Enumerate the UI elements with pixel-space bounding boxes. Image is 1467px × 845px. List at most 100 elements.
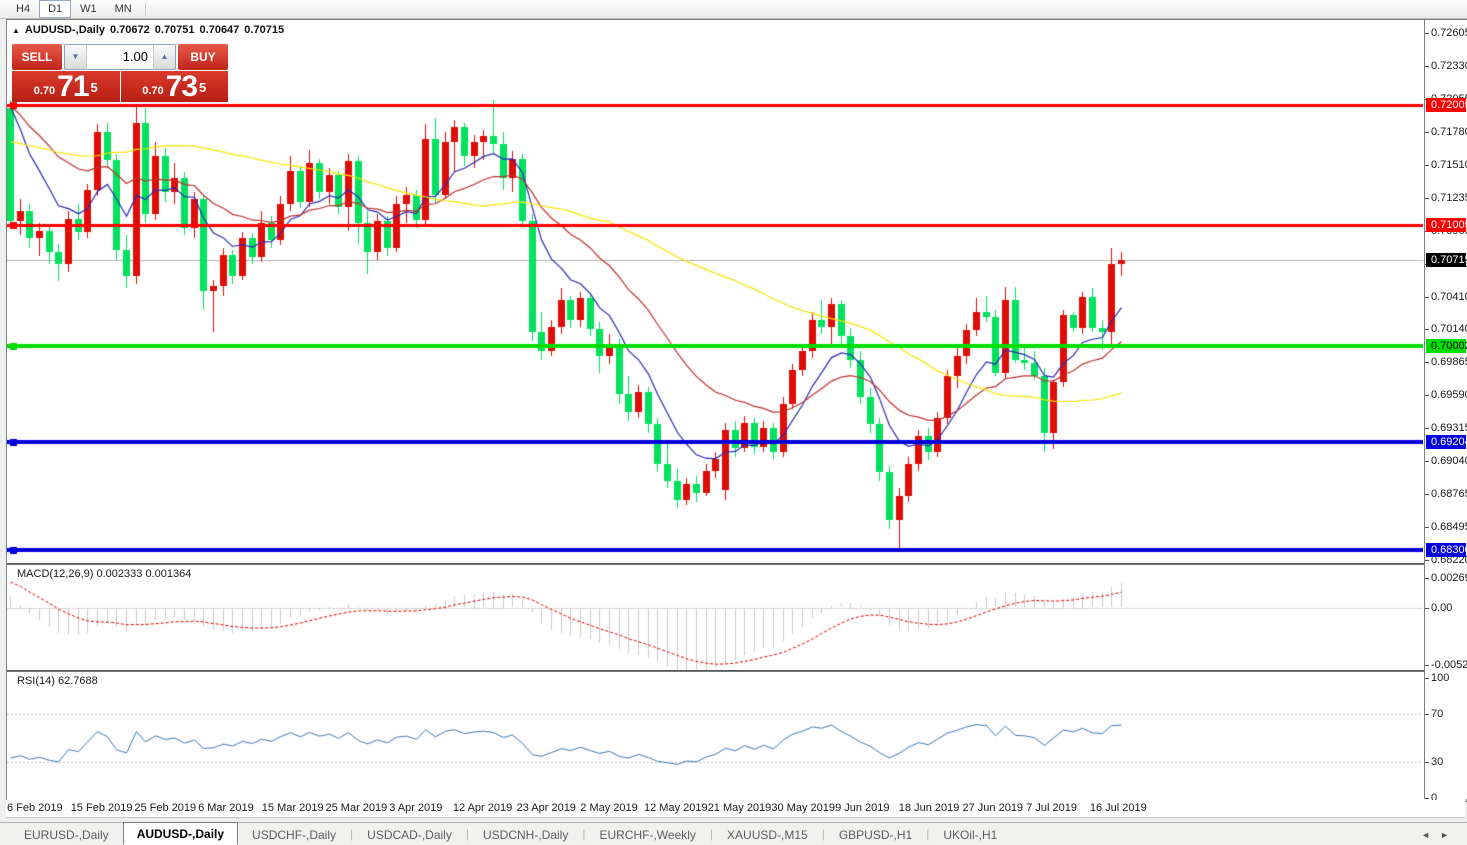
scale-tick: 0.71780 [1425, 126, 1467, 138]
sell-price-prefix: 0.70 [33, 85, 56, 97]
price-scale[interactable]: 0.726050.723300.720550.717800.715100.712… [1424, 20, 1467, 804]
scale-tick: 0.72330 [1425, 60, 1467, 72]
timeframe-toolbar: H4 D1 W1 MN [0, 0, 1467, 19]
time-axis-label: 27 Jun 2019 [962, 802, 1024, 814]
chart-tab-usdchf-daily[interactable]: USDCHF-,Daily [252, 828, 337, 842]
sell-price-display[interactable]: 0.70 71 5 [12, 71, 120, 102]
chart-tab-eurchf-weekly[interactable]: EURCHF-,Weekly [599, 828, 696, 842]
time-axis-label: 25 Feb 2019 [134, 802, 197, 814]
tab-divider: | [350, 827, 354, 841]
timeframe-button-h4[interactable]: H4 [16, 3, 31, 15]
chart-tab-usdcnh-daily[interactable]: USDCNH-,Daily [482, 828, 569, 842]
hline-price-badge: 0.68300 [1426, 543, 1467, 558]
scale-tick: 0.69315 [1425, 422, 1467, 434]
time-axis[interactable]: 6 Feb 2019 15 Feb 2019 25 Feb 2019 6 Mar 20… [6, 800, 1465, 818]
time-axis-label: 25 Mar 2019 [325, 802, 388, 814]
scale-tick: 100 [1425, 672, 1449, 684]
scale-tick: 0.70410 [1425, 291, 1467, 303]
scale-tick: 0 [1425, 792, 1437, 804]
scale-tick: 0.71235 [1425, 192, 1467, 204]
volume-field[interactable]: 1.00 [122, 49, 148, 64]
readout-symbol: AUDUSD-,Daily [24, 24, 105, 36]
tab-scroll-left-icon[interactable]: ◄ [1421, 830, 1441, 840]
time-axis-label: 30 May 2019 [771, 802, 835, 814]
tab-divider: | [821, 827, 825, 841]
macd-panel-canvas[interactable] [7, 565, 1423, 670]
readout-open: 0.70672 [110, 24, 150, 36]
time-axis-label: 6 Mar 2019 [198, 802, 254, 814]
hline-price-badge: 0.71005 [1426, 218, 1467, 233]
chart-tab-gbpusd-h1[interactable]: GBPUSD-,H1 [838, 828, 913, 842]
buy-price-prefix: 0.70 [142, 85, 164, 97]
time-axis-label: 7 Jul 2019 [1026, 802, 1077, 814]
rsi-label: RSI(14) 62.7688 [17, 675, 98, 687]
time-axis-label: 18 Jun 2019 [898, 802, 960, 814]
chart-tab-xauusd-m15[interactable]: XAUUSD-,M15 [727, 828, 808, 842]
sell-price-pip: 5 [90, 80, 98, 95]
scale-tick: 0.68765 [1425, 488, 1467, 500]
rsi-value: 62.7688 [57, 675, 98, 687]
chart-tab-audusd-daily[interactable]: AUDUSD-,Daily [122, 822, 239, 845]
tab-divider: | [926, 827, 930, 841]
buy-button[interactable]: BUY [178, 44, 228, 70]
macd-signal-value: 0.001364 [145, 568, 192, 580]
scale-tick: 0.00 [1425, 602, 1452, 614]
time-axis-label: 12 May 2019 [644, 802, 708, 814]
hline-price-badge: 0.70002 [1426, 338, 1467, 353]
tab-divider: | [465, 827, 469, 841]
time-axis-label: 3 Apr 2019 [389, 802, 443, 814]
tab-scroll-arrows[interactable]: ◄► [1421, 830, 1459, 840]
current-price-badge: 0.70715 [1426, 253, 1467, 268]
chart-tab-bar: EURUSD-,Daily AUDUSD-,Daily USDCHF-,Daily |… [0, 822, 1467, 845]
sell-price-big: 71 [57, 70, 89, 103]
chart-tab-usdcad-daily[interactable]: USDCAD-,Daily [367, 828, 452, 842]
scale-tick: -0.005242 [1425, 659, 1467, 671]
buy-price-pip: 5 [199, 80, 207, 95]
scale-tick: 0.69865 [1425, 356, 1467, 368]
tab-scroll-right-icon[interactable]: ► [1440, 830, 1459, 840]
readout-close: 0.70715 [244, 24, 285, 36]
chart-window: ▲ AUDUSD-,Daily 0.70672 0.70751 0.70647 … [6, 19, 1467, 804]
main-chart-canvas[interactable] [7, 20, 1423, 563]
scale-tick: 30 [1425, 756, 1443, 768]
volume-stepper: ▼ 1.00 ▲ [64, 44, 176, 70]
buy-price-big: 73 [165, 70, 198, 103]
volume-decrease-icon[interactable]: ▼ [65, 45, 87, 69]
scale-tick: 0.002694 [1425, 572, 1467, 584]
tab-divider: | [709, 827, 714, 841]
rsi-panel-canvas[interactable] [7, 672, 1423, 799]
buy-price-display[interactable]: 0.70 73 5 [120, 70, 228, 103]
hline-price-badge: 0.69204 [1426, 434, 1467, 449]
panel-splitter[interactable] [7, 670, 1466, 672]
time-axis-label: 9 Jun 2019 [835, 802, 890, 814]
time-axis-label: 16 Jul 2019 [1089, 802, 1147, 814]
time-axis-label: 21 May 2019 [707, 802, 772, 814]
tab-divider: | [582, 827, 586, 841]
macd-label: MACD(12,26,9) 0.002333 0.001364 [17, 568, 192, 580]
chart-tab-eurusd-daily[interactable]: EURUSD-,Daily [24, 828, 109, 842]
chart-collapse-icon[interactable]: ▲ [12, 25, 20, 35]
scale-tick: 0.71510 [1425, 159, 1467, 171]
scale-tick: 0.68495 [1425, 521, 1467, 533]
time-axis-label: 2 May 2019 [580, 802, 638, 814]
scale-tick: 0.72605 [1425, 27, 1467, 39]
symbol-ohlc-readout: ▲ AUDUSD-,Daily 0.70672 0.70751 0.70647 … [12, 24, 284, 36]
time-axis-label: 6 Feb 2019 [7, 802, 63, 814]
chart-tab-ukoil-h1[interactable]: UKOil-,H1 [943, 828, 998, 842]
scale-tick: 0.69590 [1425, 389, 1467, 401]
volume-increase-icon[interactable]: ▲ [153, 45, 175, 69]
panel-splitter[interactable] [7, 563, 1466, 565]
time-axis-label: 23 Apr 2019 [516, 802, 576, 814]
time-axis-label: 15 Feb 2019 [70, 802, 133, 814]
timeframe-button-d1[interactable]: D1 [39, 0, 72, 18]
timeframe-button-mn[interactable]: MN [114, 3, 132, 15]
timeframe-button-w1[interactable]: W1 [80, 3, 97, 15]
hline-price-badge: 0.72005 [1426, 98, 1467, 113]
readout-high: 0.70751 [154, 24, 195, 36]
sell-button[interactable]: SELL [12, 44, 62, 70]
toolbar-divider [144, 2, 146, 16]
scale-tick: 0.70140 [1425, 323, 1467, 335]
time-axis-label: 12 Apr 2019 [452, 802, 513, 814]
time-axis-label: 15 Mar 2019 [261, 802, 324, 814]
